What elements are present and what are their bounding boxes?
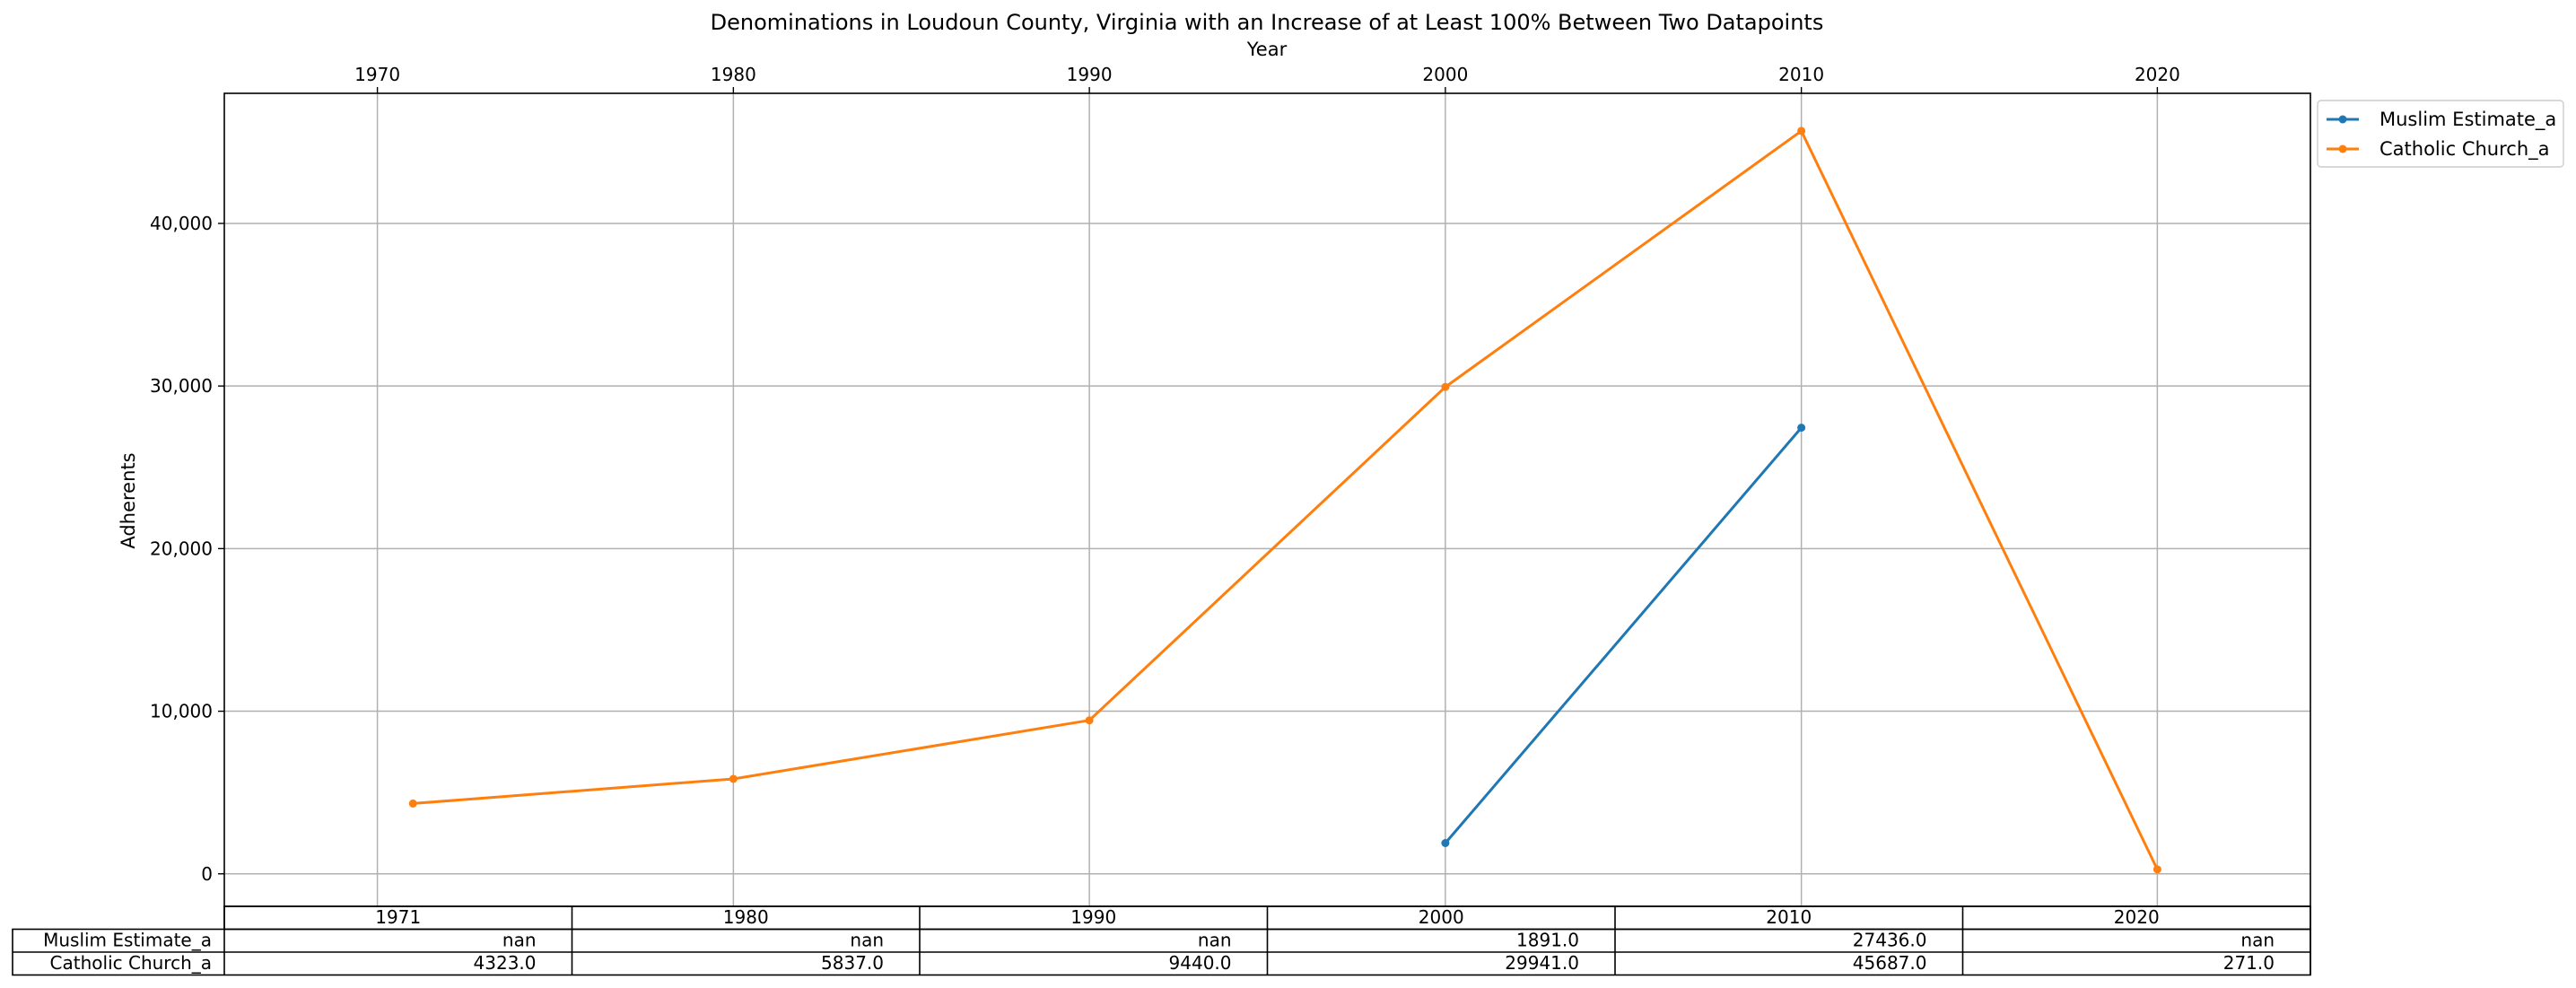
- y-tick-label: 0: [201, 863, 213, 885]
- table-cell: 45687.0: [1853, 952, 1927, 974]
- x-tick-label: 1990: [1067, 64, 1113, 85]
- table-cell: 271.0: [2223, 952, 2275, 974]
- table-cell: 29941.0: [1505, 952, 1579, 974]
- series-layer: [408, 127, 2161, 874]
- table-cell: nan: [1198, 930, 1232, 951]
- table-cell: 5837.0: [821, 952, 884, 974]
- data-point: [408, 799, 417, 808]
- legend-entry-label: Catholic Church_a: [2380, 138, 2550, 161]
- plot-frame: [223, 92, 2311, 907]
- table-row-label: Muslim Estimate_a: [43, 930, 212, 951]
- grid-lines: [224, 93, 2310, 906]
- table-column-header: 2020: [2114, 906, 2160, 928]
- table-cell: 1891.0: [1516, 930, 1579, 951]
- axis-ticks: 1970 1980 1990 2000 2010 2020 0 10,000 20,000 30,…: [150, 64, 2180, 885]
- table-column-header: 1990: [1070, 906, 1116, 928]
- legend-swatch-marker: [2338, 144, 2347, 153]
- data-point: [1441, 382, 1450, 391]
- table-column-header: 2010: [1766, 906, 1812, 928]
- table-cell: nan: [2240, 930, 2275, 951]
- x-tick-label: 2020: [2135, 64, 2180, 85]
- y-tick-label: 10,000: [150, 701, 213, 722]
- data-table: 1971 1980 1990 2000 2010 2020 Muslim Estimate_…: [12, 905, 2311, 976]
- table-cell: 4323.0: [474, 952, 537, 974]
- series-line: [1444, 426, 1803, 844]
- table-column-header: 1980: [723, 906, 769, 928]
- data-point: [1441, 838, 1450, 847]
- y-tick-label: 30,000: [150, 375, 213, 397]
- x-axis-label: Year: [1246, 39, 1288, 60]
- data-point: [1797, 127, 1806, 136]
- y-tick-label: 20,000: [150, 538, 213, 559]
- table-cell: nan: [850, 930, 884, 951]
- x-tick-label: 1970: [354, 64, 400, 85]
- table-cell: 9440.0: [1169, 952, 1232, 974]
- y-tick-label: 40,000: [150, 213, 213, 234]
- table-cell: nan: [502, 930, 537, 951]
- y-axis-label: Adherents: [118, 452, 139, 548]
- legend-entry-label: Muslim Estimate_a: [2380, 109, 2556, 131]
- legend-swatch-marker: [2338, 115, 2347, 124]
- table-row-label: Catholic Church_a: [50, 952, 212, 974]
- data-point: [1797, 424, 1806, 433]
- data-point: [729, 774, 738, 783]
- table-column-header: 1971: [375, 906, 421, 928]
- chart-title: Denominations in Loudoun County, Virgini…: [711, 10, 1824, 35]
- x-tick-label: 1980: [711, 64, 756, 85]
- x-tick-label: 2000: [1422, 64, 1468, 85]
- table-column-header: 2000: [1419, 906, 1464, 928]
- data-point: [2152, 865, 2161, 874]
- series-line: [413, 129, 2159, 870]
- legend-box: [2317, 100, 2564, 168]
- data-point: [1085, 716, 1094, 725]
- table-cell: 27436.0: [1853, 930, 1927, 951]
- x-tick-label: 2010: [1778, 64, 1824, 85]
- legend: Muslim Estimate_a Catholic Church_a: [2317, 100, 2564, 168]
